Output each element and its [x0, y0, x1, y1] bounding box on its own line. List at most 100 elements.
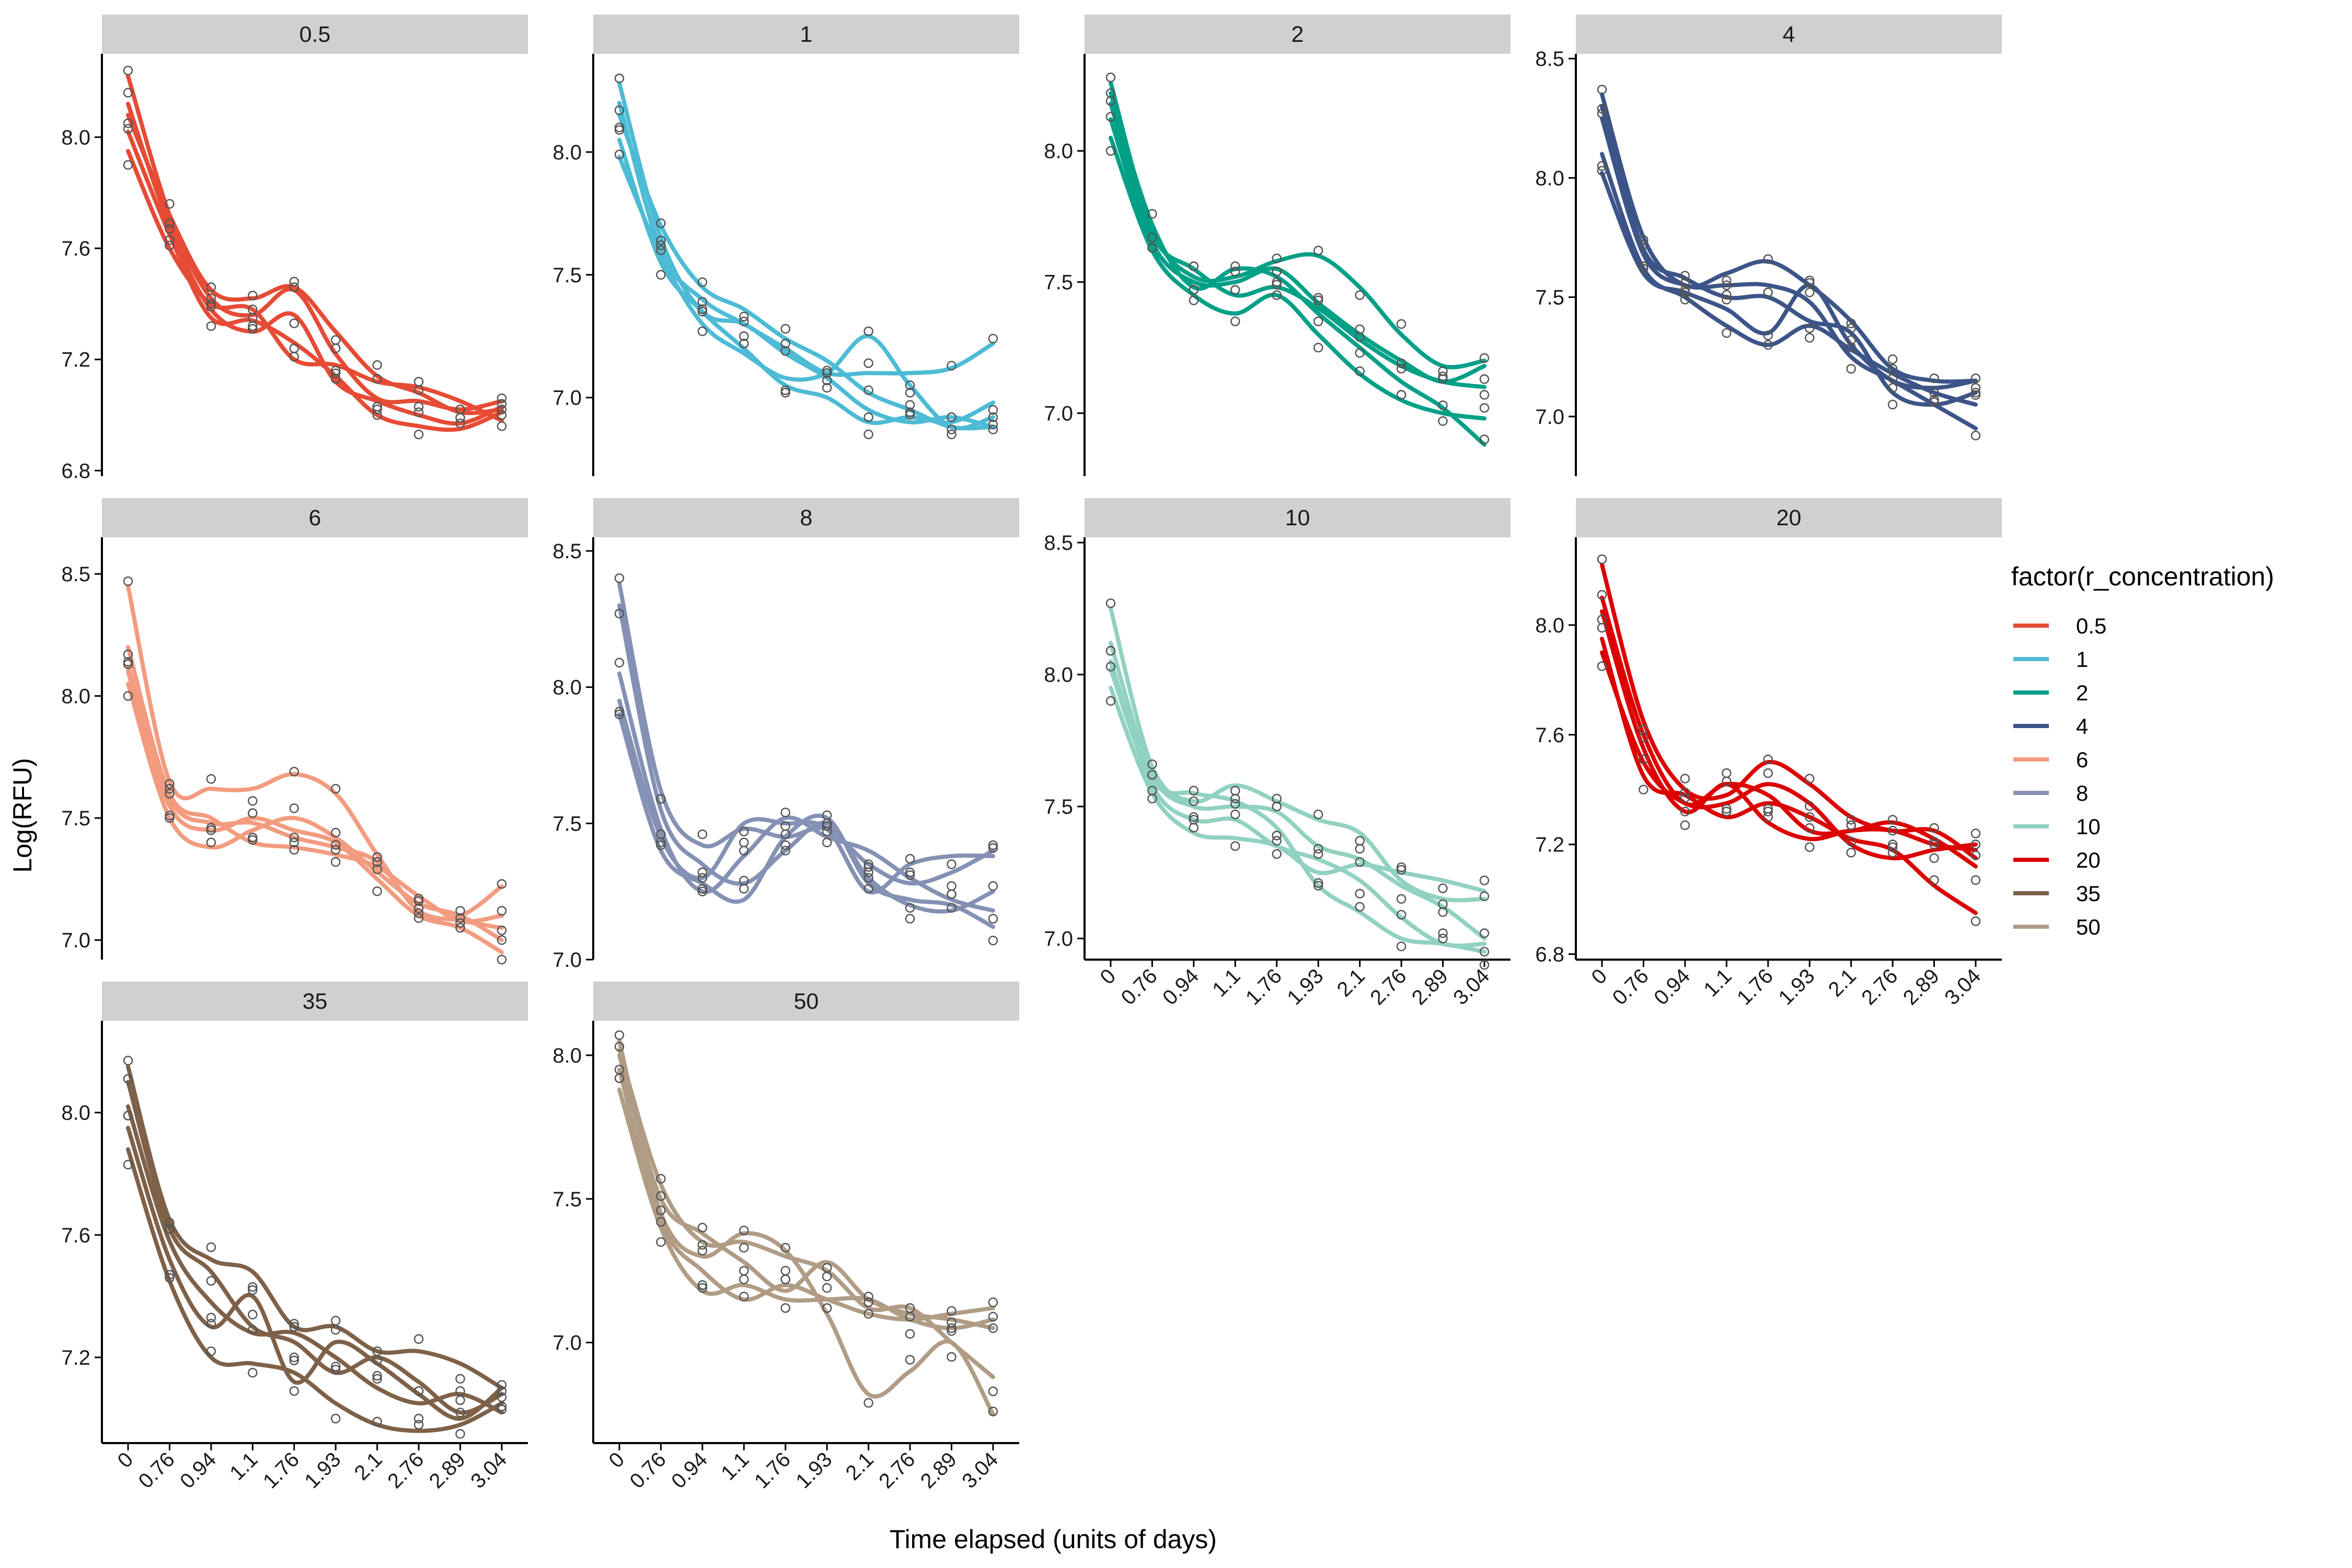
data-point	[614, 709, 625, 720]
y-tick-label: 7.0	[552, 1332, 582, 1355]
data-point	[330, 845, 341, 855]
facet-strip-label: 10	[1285, 505, 1310, 531]
data-point	[947, 1352, 956, 1362]
data-point	[988, 1297, 998, 1307]
data-point	[1479, 928, 1490, 938]
data-point	[413, 903, 424, 914]
data-point	[165, 218, 175, 228]
y-axis-title: Log(RFU)	[8, 758, 37, 872]
x-tick-label: 0	[1587, 964, 1612, 989]
data-point	[1230, 841, 1240, 851]
x-tick-label: 1.1	[1699, 964, 1736, 1001]
series-line	[617, 698, 995, 895]
series-line	[126, 101, 504, 426]
data-point	[1929, 837, 1939, 847]
data-point	[1804, 332, 1815, 343]
data-point	[248, 1368, 258, 1378]
data-point	[455, 418, 465, 429]
data-point	[1639, 239, 1648, 250]
x-tick-label: 1.1	[1208, 964, 1244, 1001]
data-point	[1396, 909, 1406, 920]
series-line	[1600, 637, 1978, 915]
data-point	[822, 1263, 832, 1273]
data-point	[822, 383, 832, 393]
data-point	[656, 245, 666, 256]
data-point	[697, 873, 708, 883]
data-point	[248, 291, 258, 301]
data-point	[165, 1273, 175, 1283]
series-line	[126, 1147, 504, 1433]
data-point	[330, 1362, 341, 1371]
data-point	[1887, 826, 1898, 836]
y-tick-label: 8.0	[1535, 167, 1564, 190]
data-point	[739, 1265, 749, 1276]
data-point	[988, 420, 998, 430]
data-point	[1396, 865, 1406, 875]
x-tick-label: 3.04	[466, 1448, 511, 1493]
data-point	[497, 954, 507, 965]
data-point	[372, 1374, 382, 1384]
data-point	[123, 1111, 133, 1121]
data-point	[1147, 786, 1157, 796]
series-line	[126, 112, 504, 416]
x-tick-label: 0.94	[1158, 964, 1203, 1009]
data-point	[123, 124, 133, 134]
facet-strip	[1085, 15, 1511, 54]
data-point	[1804, 278, 1815, 288]
data-point	[206, 1346, 216, 1356]
data-point	[1313, 878, 1323, 888]
y-tick-label: 7.6	[61, 237, 90, 260]
data-point	[455, 1429, 465, 1439]
data-point	[1479, 353, 1490, 363]
data-point	[1438, 933, 1448, 943]
data-point	[1846, 342, 1856, 352]
data-point	[863, 1297, 873, 1307]
data-point	[739, 1274, 749, 1284]
x-tick-label: 1.93	[791, 1448, 836, 1493]
data-point	[165, 779, 175, 789]
data-point	[988, 840, 998, 850]
y-tick-label: 6.8	[1535, 943, 1564, 966]
data-point	[1479, 403, 1490, 413]
facet-strip	[1576, 15, 2002, 54]
data-point	[947, 1306, 956, 1316]
data-point	[206, 282, 216, 292]
series-line	[617, 1039, 995, 1416]
data-point	[1763, 806, 1773, 816]
series-line	[126, 1080, 504, 1415]
data-point	[1804, 801, 1815, 811]
data-point	[1230, 316, 1240, 327]
data-point	[1313, 342, 1323, 353]
data-point	[1970, 431, 1981, 441]
series-line	[126, 669, 504, 954]
data-point	[497, 935, 507, 945]
data-point	[289, 833, 299, 843]
data-point	[455, 413, 465, 423]
data-point	[455, 1374, 465, 1384]
data-point	[289, 1319, 299, 1329]
data-point	[947, 424, 956, 434]
data-point	[1396, 941, 1406, 951]
data-point	[697, 1240, 708, 1250]
data-point	[656, 794, 666, 804]
series-line	[126, 1125, 504, 1421]
data-point	[947, 889, 956, 900]
facet-panel-20: 20 6.8 7.2 7.6 8.0 00.760.94 1.11.761.93 2.12.7…	[1535, 498, 2002, 1009]
data-point	[1680, 287, 1690, 297]
data-point	[739, 837, 749, 848]
series-line	[1109, 667, 1486, 954]
series-line	[1600, 104, 1978, 407]
y-tick-label: 7.0	[552, 949, 582, 972]
facet-strip	[1085, 498, 1511, 537]
y-tick-label: 7.0	[552, 387, 582, 410]
y-tick-label: 7.0	[1044, 928, 1073, 951]
data-point	[413, 377, 424, 387]
data-point	[372, 857, 382, 867]
x-tick-label: 0.76	[1608, 964, 1653, 1009]
series-line	[126, 645, 504, 924]
data-point	[1639, 754, 1648, 765]
data-point	[330, 1413, 341, 1424]
data-point	[123, 1055, 133, 1066]
x-tick-label: 2.1	[1824, 964, 1861, 1001]
data-point	[289, 837, 299, 848]
